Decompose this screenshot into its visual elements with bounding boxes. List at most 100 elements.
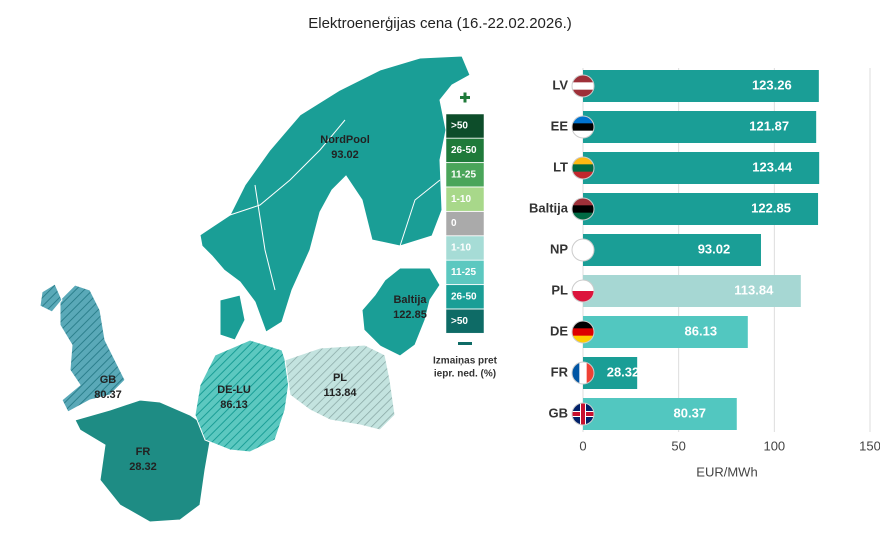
- legend-label: >50: [451, 316, 468, 327]
- bar-value-label: 122.85: [751, 200, 791, 215]
- flag-stripe: [572, 89, 594, 97]
- map: [39, 55, 471, 523]
- flag-stripe: [572, 198, 594, 206]
- legend-caption: Izmaiņas pret: [433, 356, 498, 367]
- bar-value-label: 113.84: [734, 282, 774, 297]
- region-value: 113.84: [323, 387, 357, 399]
- flag-stripe: [572, 75, 594, 83]
- flag-border: [571, 156, 595, 180]
- flag-stripe: [586, 362, 594, 384]
- flag-icon: [571, 402, 595, 426]
- flag-stripe: [572, 280, 594, 292]
- legend-caption: iepr. ned. (%): [434, 369, 496, 380]
- legend-label: 0: [451, 218, 457, 229]
- category-label: FR: [551, 364, 569, 379]
- region-name: Baltija: [393, 294, 427, 306]
- flag-cross: [580, 403, 586, 425]
- bar: [583, 193, 819, 225]
- flag-icon: [571, 74, 595, 98]
- x-tick-label: 0: [579, 438, 586, 453]
- flag-icon: [571, 361, 595, 385]
- x-tick-label: 100: [763, 438, 785, 453]
- map-baltija: [361, 267, 441, 357]
- map-gb: [59, 284, 126, 413]
- legend: >50 26-50 11-25 1-10 0 1-10 11-25 26-50 >50 Izmai…: [433, 92, 498, 380]
- region-name: GB: [100, 374, 117, 386]
- legend-label: 26-50: [451, 291, 477, 302]
- category-label: GB: [549, 405, 569, 420]
- plus-icon: [463, 92, 467, 103]
- flag-border: [571, 320, 595, 344]
- category-label: PL: [551, 282, 568, 297]
- legend-label: 11-25: [451, 169, 476, 180]
- legend-label: 26-50: [451, 145, 477, 156]
- flag-stripe: [572, 205, 594, 214]
- x-axis-title: EUR/MWh: [696, 464, 757, 479]
- legend-swatch: [445, 235, 485, 261]
- flag-icon: [571, 320, 595, 344]
- category-label: DE: [550, 323, 568, 338]
- region-name: NordPool: [320, 134, 370, 146]
- flag-border: [571, 74, 595, 98]
- flag-stripe: [572, 239, 594, 247]
- map-ireland: [39, 283, 63, 313]
- x-tick-label: 150: [859, 438, 880, 453]
- region-value: 80.37: [94, 389, 122, 401]
- title: Elektroenerģijas cena (16.-22.02.2026.): [308, 15, 572, 32]
- map-pl: [284, 344, 396, 431]
- flag-stripe: [572, 116, 594, 124]
- map-denmark: [219, 294, 246, 341]
- legend-swatch: [445, 211, 485, 236]
- legend-swatch: [445, 138, 485, 163]
- flag-stripe: [572, 321, 594, 329]
- minus-icon: [458, 342, 472, 345]
- bar: [583, 234, 761, 266]
- legend-swatch: [445, 113, 485, 139]
- bar: [583, 316, 748, 348]
- category-label: Baltija: [529, 200, 569, 215]
- legend-label: 1-10: [451, 194, 471, 205]
- flag-stripe: [572, 246, 594, 255]
- flag-border: [571, 115, 595, 139]
- bar-value-label: 93.02: [698, 241, 731, 256]
- flag-icon: [571, 279, 595, 303]
- region-value: 86.13: [220, 399, 248, 411]
- flag-icon: [571, 156, 595, 180]
- category-label: NP: [550, 241, 568, 256]
- bar-value-label: 86.13: [685, 323, 718, 338]
- legend-swatch: [445, 260, 485, 285]
- bar-chart: 0 50 100 150 EUR/MWh 123.26 LV 121.87 EE 123.44 LT…: [529, 68, 880, 479]
- bar-value-label: 123.26: [752, 77, 792, 92]
- flag-stripe: [572, 171, 594, 179]
- legend-swatch: [445, 186, 485, 212]
- flag-stripe: [572, 130, 594, 138]
- flag-border: [571, 238, 595, 262]
- legend-swatch: [445, 162, 485, 188]
- region-value: 28.32: [129, 461, 157, 473]
- map-fr: [74, 399, 213, 523]
- flag-border: [571, 361, 595, 385]
- flag-border: [571, 197, 595, 221]
- bar: [583, 111, 817, 143]
- bar-value-label: 28.32: [607, 364, 640, 379]
- legend-label: 1-10: [451, 243, 471, 254]
- legend-label: >50: [451, 121, 468, 132]
- region-value: 122.85: [393, 309, 427, 321]
- bar-value-label: 121.87: [749, 118, 789, 133]
- region-value: 93.02: [331, 149, 359, 161]
- bar-value-label: 123.44: [752, 159, 793, 174]
- map-de-lu: [194, 339, 291, 453]
- flag-border: [571, 402, 595, 426]
- x-tick-label: 50: [671, 438, 685, 453]
- flag-icon: [571, 238, 595, 262]
- legend-swatch: [445, 284, 485, 310]
- flag-stripe: [572, 362, 580, 384]
- flag-stripe: [572, 157, 594, 165]
- flag-stripe: [572, 123, 594, 132]
- legend-swatch: [445, 308, 485, 334]
- flag-stripe: [572, 253, 594, 261]
- bar: [583, 152, 820, 184]
- bar-value-label: 80.37: [674, 405, 707, 420]
- flag-stripe: [572, 164, 594, 173]
